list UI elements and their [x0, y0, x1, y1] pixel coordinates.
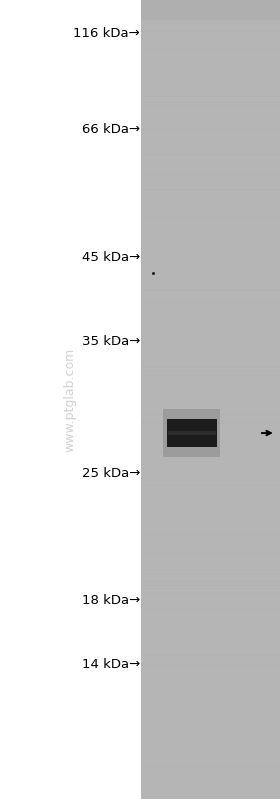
Bar: [141, 0, 280, 799]
Text: 18 kDa→: 18 kDa→: [82, 594, 140, 607]
Text: 66 kDa→: 66 kDa→: [82, 123, 140, 136]
Bar: [141, 0, 280, 20]
Text: 116 kDa→: 116 kDa→: [73, 27, 140, 40]
Bar: [167, 419, 217, 447]
Text: 35 kDa→: 35 kDa→: [82, 336, 140, 348]
Text: 14 kDa→: 14 kDa→: [82, 658, 140, 671]
Bar: [163, 409, 220, 457]
Bar: [168, 431, 216, 435]
Text: 45 kDa→: 45 kDa→: [82, 251, 140, 264]
Text: www.ptglab.com: www.ptglab.com: [64, 348, 76, 451]
Text: 25 kDa→: 25 kDa→: [82, 467, 140, 479]
